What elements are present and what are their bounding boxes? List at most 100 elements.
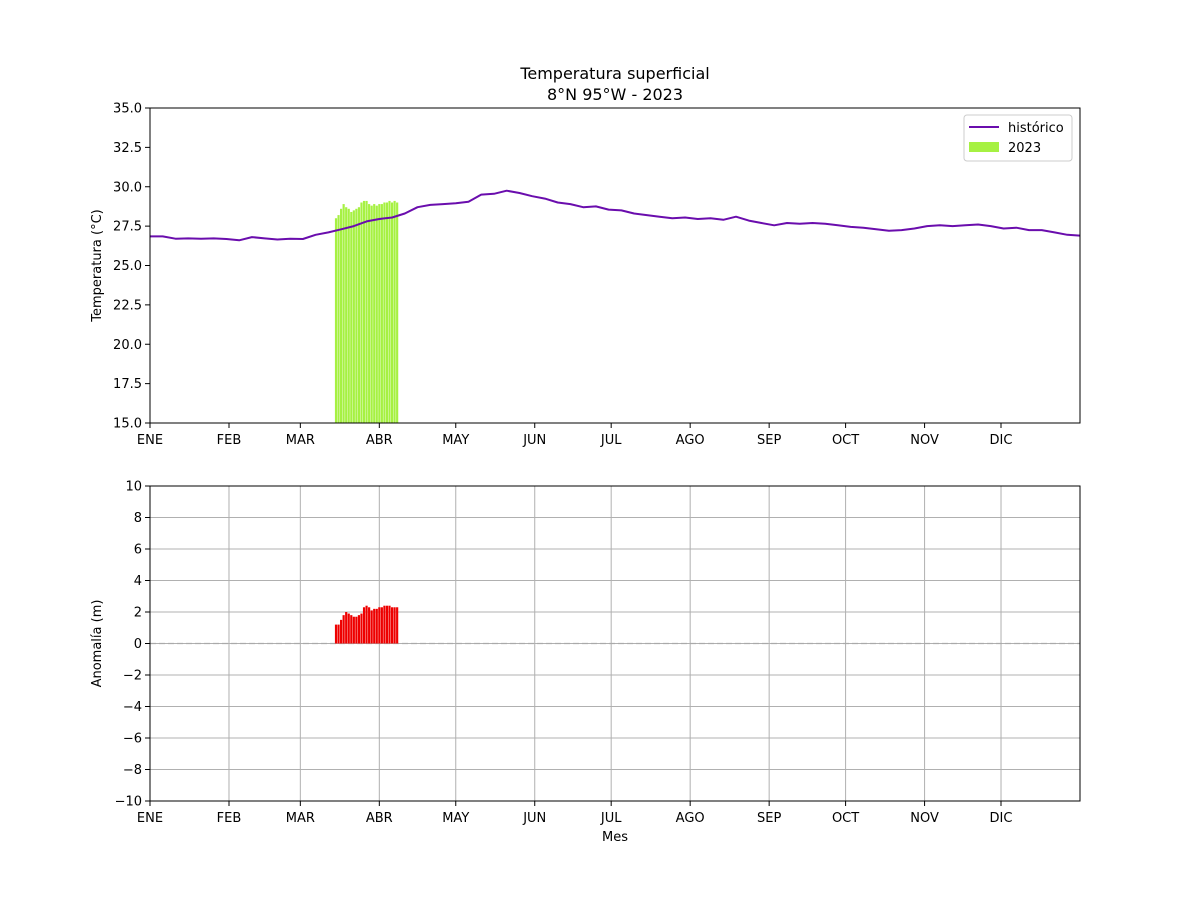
bar-2023 xyxy=(385,202,389,423)
y-tick-label: 15.0 xyxy=(113,417,142,432)
anomaly-bar xyxy=(334,624,338,644)
anomaly-bar xyxy=(350,615,353,644)
y-tick-label: 25.0 xyxy=(113,259,142,274)
anomaly-bar xyxy=(378,607,381,644)
y-tick-label: −10 xyxy=(115,795,142,810)
top-axes-frame xyxy=(149,107,1081,424)
anomaly-bar xyxy=(362,607,366,644)
anomaly-bar xyxy=(347,613,350,644)
x-tick-label: MAY xyxy=(442,433,469,448)
bar-2023 xyxy=(362,200,366,423)
bar-2023 xyxy=(360,202,363,423)
anomaly-bar xyxy=(345,612,348,644)
anomaly-bar xyxy=(373,608,376,644)
bar-2023 xyxy=(365,200,368,423)
anomaly-bar xyxy=(357,615,361,644)
x-tick-label: ABR xyxy=(366,433,393,448)
anomaly-bar xyxy=(360,613,363,644)
y-tick-label: 0 xyxy=(134,637,142,652)
historico-line xyxy=(150,189,1081,242)
anomaly-bar xyxy=(393,607,396,644)
bar-2023 xyxy=(373,204,376,423)
bottom-x-ticks: ENE FEB MAR ABR MAY JUN JUL AGO SEP OCT NOV DIC xyxy=(137,801,1013,826)
anomaly-bar xyxy=(342,615,345,644)
chart-subtitle: 8°N 95°W - 2023 xyxy=(547,85,683,104)
x-tick-label: MAY xyxy=(442,811,469,826)
x-tick-label: FEB xyxy=(217,433,242,448)
bar-2023 xyxy=(347,208,350,423)
y-tick-label: 20.0 xyxy=(113,338,142,353)
anomaly-bar xyxy=(388,605,391,644)
x-tick-label: FEB xyxy=(217,811,242,826)
legend-2023-label: 2023 xyxy=(1008,141,1041,156)
bar-2023 xyxy=(368,204,371,423)
x-tick-label: JUL xyxy=(600,433,622,448)
x-tick-label: SEP xyxy=(757,433,781,448)
bar-2023 xyxy=(380,204,383,423)
top-x-ticks: ENE FEB MAR ABR MAY JUN JUL AGO SEP OCT NOV DIC xyxy=(137,423,1013,448)
y-tick-label: 6 xyxy=(134,543,142,558)
x-tick-label: ENE xyxy=(137,433,163,448)
chart-title: Temperatura superficial xyxy=(519,64,709,83)
y-tick-label: 27.5 xyxy=(113,220,142,235)
legend-2023-swatch xyxy=(969,142,999,152)
bar-2023 xyxy=(357,207,361,423)
x-tick-label: ENE xyxy=(137,811,163,826)
x-tick-label: NOV xyxy=(910,811,939,826)
y-tick-label: 2 xyxy=(134,606,142,621)
bar-2023 xyxy=(388,200,391,423)
y-tick-label: 32.5 xyxy=(113,141,142,156)
bars-2023-group xyxy=(334,200,399,423)
anomaly-bar xyxy=(340,619,343,644)
legend-historico-label: histórico xyxy=(1008,121,1064,136)
y-tick-label: −8 xyxy=(123,763,142,778)
anomaly-bar xyxy=(383,605,386,644)
x-tick-label: MAR xyxy=(286,811,315,826)
anomaly-bar xyxy=(352,616,355,644)
anomaly-bar xyxy=(337,624,340,644)
bar-2023 xyxy=(350,211,353,423)
y-tick-label: 8 xyxy=(134,511,142,526)
y-tick-label: 10 xyxy=(125,480,142,495)
bar-2023 xyxy=(378,204,381,423)
bottom-y-axis-label: Anomalía (m) xyxy=(90,600,105,688)
bar-2023 xyxy=(370,205,373,423)
anomaly-bar xyxy=(365,605,368,644)
y-tick-label: −6 xyxy=(123,732,142,747)
bottom-y-ticks: −10 −8 −6 −4 −2 0 2 4 6 8 10 xyxy=(115,480,150,810)
anomaly-bar xyxy=(375,608,378,644)
anomaly-bar xyxy=(385,605,389,644)
x-tick-label: MAR xyxy=(286,433,315,448)
x-tick-label: AGO xyxy=(676,811,705,826)
bar-2023 xyxy=(393,200,396,423)
bar-2023 xyxy=(334,218,338,423)
x-tick-label: JUN xyxy=(522,811,546,826)
x-tick-label: JUL xyxy=(600,811,622,826)
x-tick-label: DIC xyxy=(990,433,1013,448)
x-tick-label: ABR xyxy=(366,811,393,826)
x-tick-label: SEP xyxy=(757,811,781,826)
y-tick-label: 35.0 xyxy=(113,102,142,117)
anomaly-bar xyxy=(370,610,373,644)
anomaly-bar xyxy=(380,607,383,644)
y-tick-label: 30.0 xyxy=(113,180,142,195)
anomaly-bar xyxy=(390,607,394,644)
x-tick-label: OCT xyxy=(832,811,859,826)
anomaly-bar xyxy=(368,607,371,644)
legend: histórico 2023 xyxy=(963,114,1073,162)
x-tick-label: NOV xyxy=(910,433,939,448)
bar-2023 xyxy=(355,208,358,423)
anomaly-bar xyxy=(396,607,399,644)
y-tick-label: −4 xyxy=(123,700,142,715)
bar-2023 xyxy=(340,208,343,423)
anomaly-panel: −10 −8 −6 −4 −2 0 2 4 6 8 10 ENE FEB MAR ABR MAY JUN JUL… xyxy=(90,480,1081,845)
anomaly-bar xyxy=(355,616,358,644)
x-axis-label: Mes xyxy=(602,830,628,845)
anomaly-bars-group xyxy=(334,605,399,644)
temperature-panel: 15.0 17.5 20.0 22.5 25.0 27.5 30.0 32.5 35.0 ENE… xyxy=(90,102,1081,448)
y-tick-label: 22.5 xyxy=(113,298,142,313)
x-tick-label: AGO xyxy=(676,433,705,448)
x-tick-label: DIC xyxy=(990,811,1013,826)
y-tick-label: 17.5 xyxy=(113,377,142,392)
